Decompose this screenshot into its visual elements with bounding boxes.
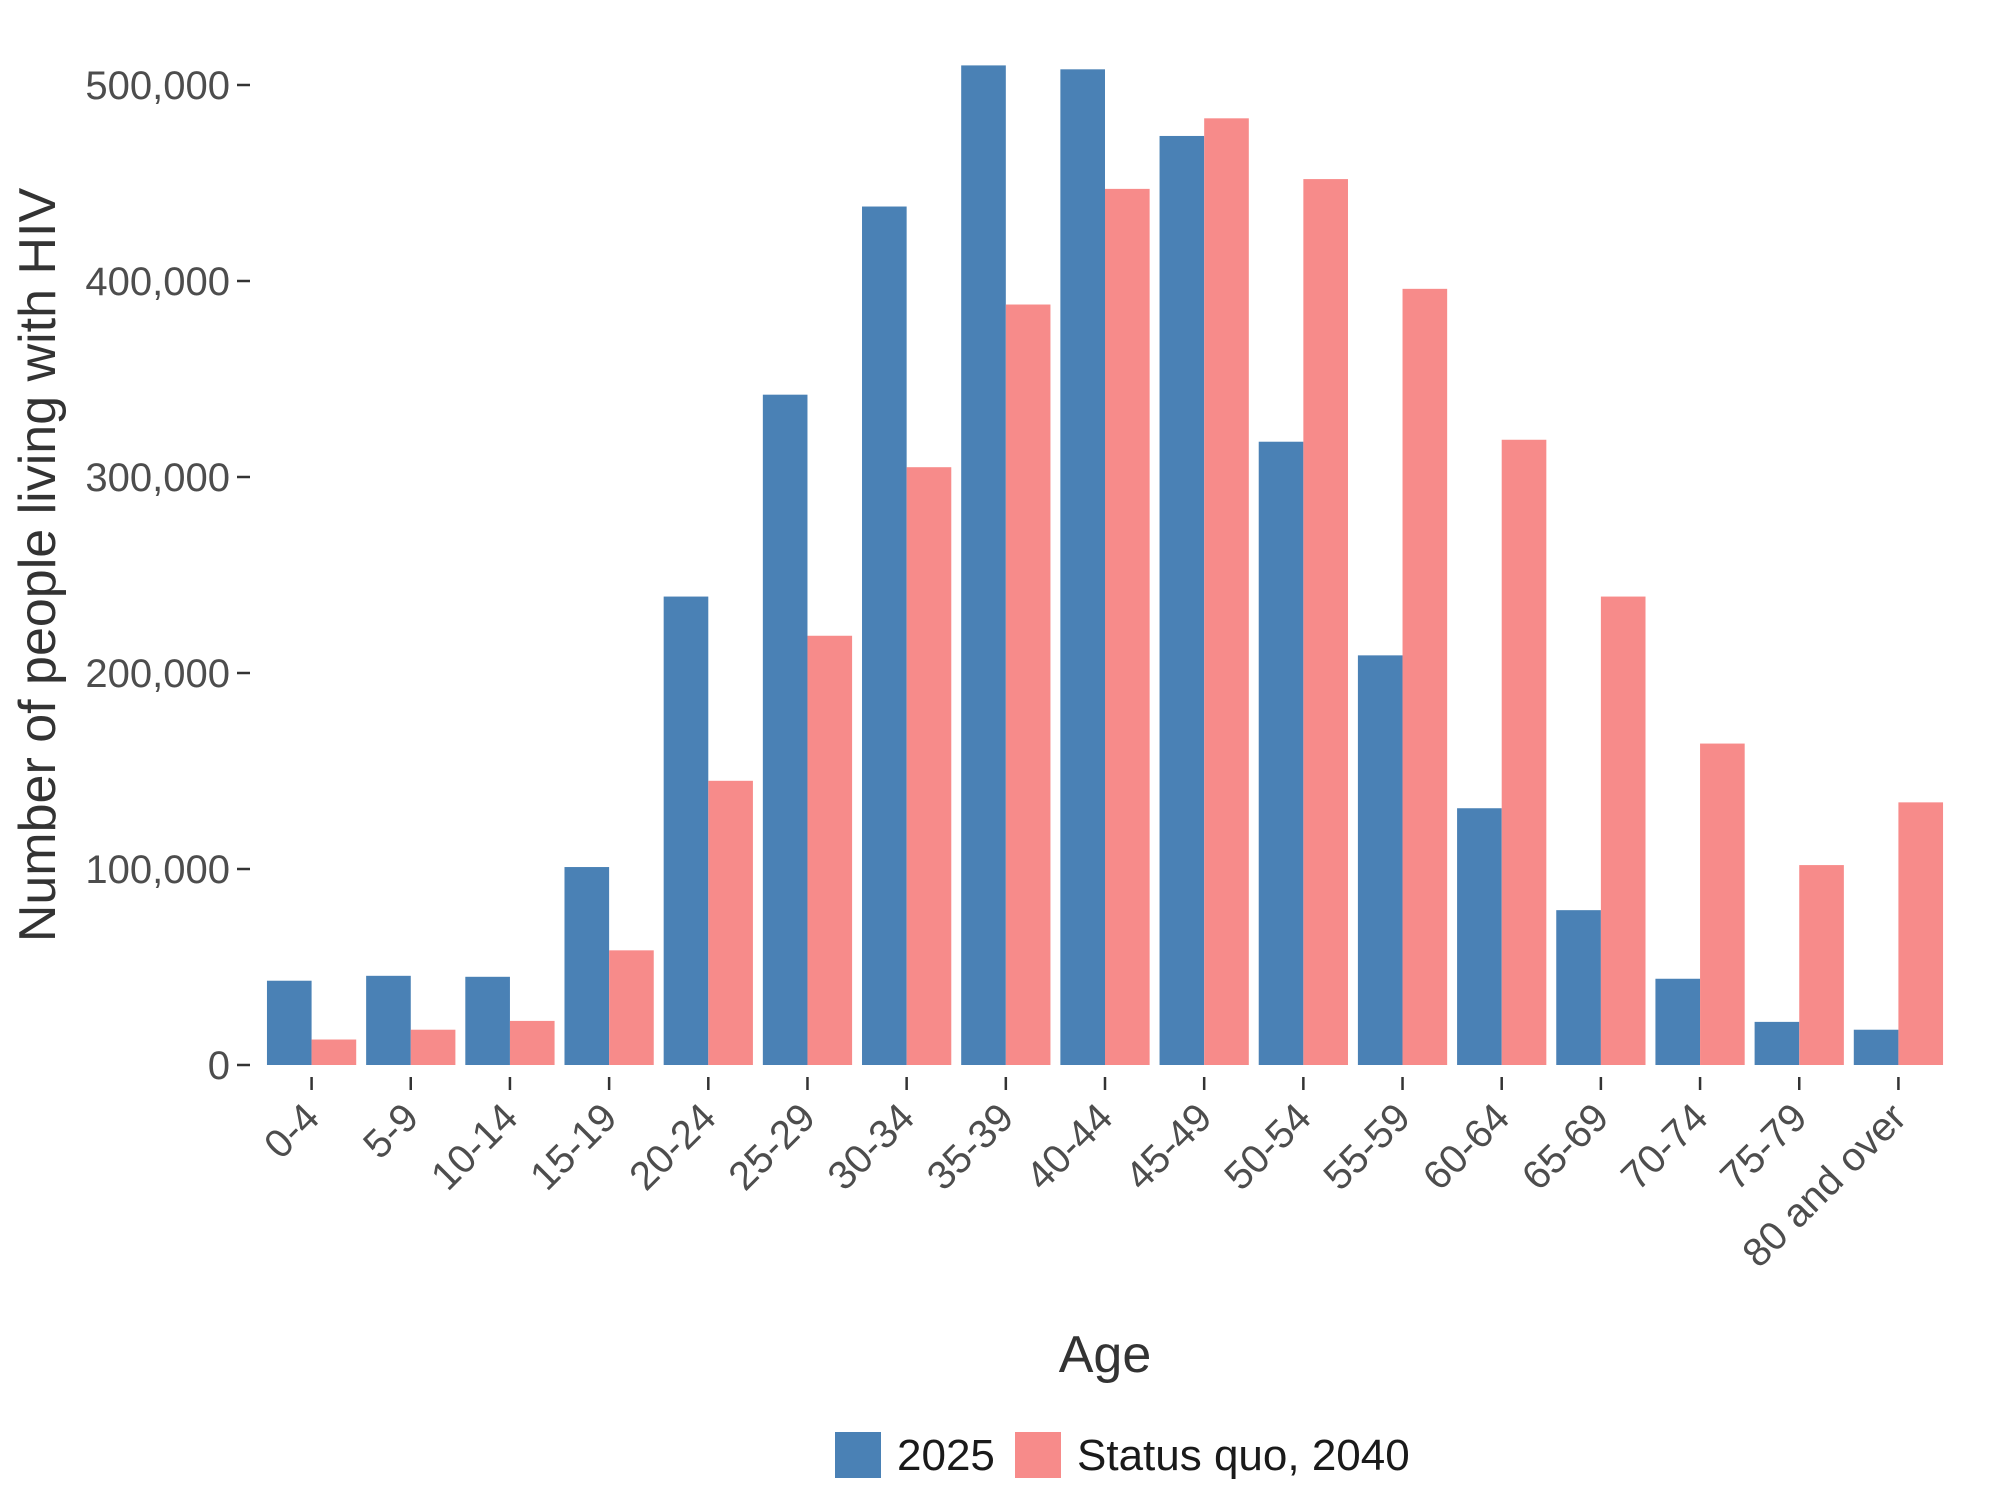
x-tick-label: 30-34 [820,1095,923,1198]
bar-series-1-45-49 [1159,135,1205,1065]
bar-series-2-0-4 [311,1039,357,1065]
bar-series-2-50-54 [1303,179,1348,1065]
x-tick-label: 70-74 [1613,1095,1716,1198]
y-tick-label: 200,000 [85,652,230,696]
legend: 2025 Status quo, 2040 [835,1431,1410,1480]
bar-series-1-50-54 [1258,441,1304,1066]
x-tick-label: 55-59 [1315,1095,1418,1198]
bar-series-1-40-44 [1060,69,1105,1065]
bar-series-2-55-59 [1402,288,1448,1066]
bar-series-2-60-64 [1501,439,1547,1065]
y-tick-label: 400,000 [85,260,230,304]
bar-series-1-30-34 [862,206,907,1065]
bar-series-1-80-and-over [1853,1029,1899,1065]
bar-series-1-60-64 [1457,808,1502,1065]
bars [266,65,1944,1066]
bar-series-2-75-79 [1799,865,1844,1065]
x-tick-label: 15-19 [522,1095,625,1198]
x-tick-label: 5-9 [355,1095,427,1167]
x-tick-label: 35-39 [919,1095,1022,1198]
bar-series-1-25-29 [762,394,808,1065]
legend-label-1: 2025 [897,1431,995,1480]
y-axis: 0 100,000 200,000 300,000 400,000 500,000 [85,64,250,1088]
bar-series-2-20-24 [708,780,753,1065]
x-tick-label: 45-49 [1117,1095,1220,1198]
x-tick-label: 25-29 [720,1095,823,1198]
bar-series-1-20-24 [663,596,709,1065]
x-tick-label: 65-69 [1514,1095,1617,1198]
bar-series-2-10-14 [509,1020,555,1065]
bar-series-1-10-14 [465,976,510,1065]
bar-series-1-5-9 [366,975,411,1065]
bar-series-2-5-9 [410,1029,456,1065]
bar-series-1-65-69 [1556,910,1601,1065]
bar-series-2-15-19 [609,950,654,1065]
bar-series-2-25-29 [807,635,853,1065]
bar-series-1-15-19 [564,867,610,1065]
bar-series-2-30-34 [906,467,952,1065]
x-tick-label: 40-44 [1018,1095,1121,1198]
bar-series-1-70-74 [1655,978,1701,1065]
x-tick-label: 50-54 [1216,1095,1319,1198]
bar-series-2-45-49 [1204,118,1249,1065]
legend-key-1 [835,1432,881,1478]
legend-key-2 [1015,1432,1061,1478]
bar-series-1-55-59 [1357,655,1403,1065]
x-axis: 0-4 5-910-1415-1920-2425-2930-3435-3940-4… [256,1077,1915,1276]
x-tick-label: 60-64 [1415,1095,1518,1198]
x-tick-label: 0-4 [256,1095,328,1167]
bar-series-1-0-4 [266,980,312,1065]
x-tick-label: 10-14 [423,1095,526,1198]
y-tick-label: 300,000 [85,456,230,500]
bar-series-2-40-44 [1105,188,1150,1065]
bar-series-2-35-39 [1005,304,1051,1065]
bar-series-1-75-79 [1754,1021,1800,1065]
x-axis-title: Age [1059,1326,1152,1384]
y-tick-label: 100,000 [85,848,230,892]
bar-series-1-35-39 [961,65,1006,1065]
bar-series-2-70-74 [1700,743,1745,1065]
y-tick-label: 0 [208,1044,230,1088]
bar-series-2-80-and-over [1898,802,1944,1065]
y-tick-label: 500,000 [85,64,230,108]
x-tick-label: 20-24 [621,1095,724,1198]
bar-series-2-65-69 [1600,596,1646,1065]
y-axis-title: Number of people living with HIV [9,188,67,943]
legend-label-2: Status quo, 2040 [1077,1431,1410,1480]
